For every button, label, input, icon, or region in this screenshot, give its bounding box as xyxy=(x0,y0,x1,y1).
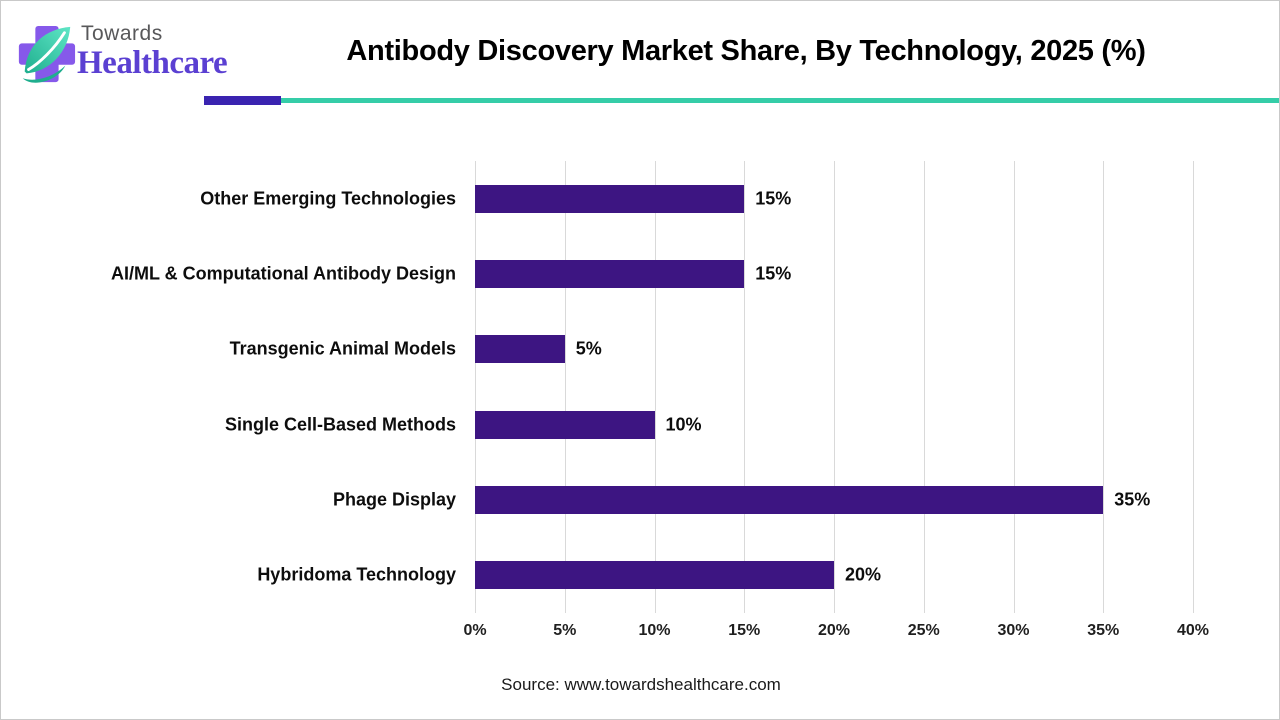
value-label: 5% xyxy=(575,338,602,359)
bar xyxy=(475,410,655,439)
value-label: 35% xyxy=(1114,489,1151,510)
category-label: Other Emerging Technologies xyxy=(200,188,456,209)
gridline xyxy=(744,161,746,613)
bar xyxy=(475,486,1104,514)
x-axis-tick: 25% xyxy=(907,622,940,639)
gridline xyxy=(834,161,835,613)
page-title: Antibody Discovery Market Share, By Tech… xyxy=(346,35,1146,67)
x-axis-tick: 35% xyxy=(1087,622,1120,639)
value-label: 10% xyxy=(665,414,702,435)
bar xyxy=(475,561,834,590)
x-axis-tick: 15% xyxy=(728,622,761,639)
category-label: AI/ML & Computational Antibody Design xyxy=(111,263,456,284)
gridline xyxy=(1103,161,1105,613)
x-axis-tick: 30% xyxy=(997,622,1030,639)
category-label: Transgenic Animal Models xyxy=(229,338,456,359)
value-label: 20% xyxy=(845,564,882,585)
value-label: 15% xyxy=(755,263,792,284)
medical-cross-leaf-icon xyxy=(18,25,76,83)
divider-accent-bar xyxy=(204,96,281,105)
gridline xyxy=(923,161,925,613)
logo-text-healthcare: Healthcare xyxy=(77,45,228,81)
gridline xyxy=(654,161,656,613)
x-axis-tick: 20% xyxy=(817,622,851,639)
category-label: Phage Display xyxy=(332,489,456,510)
x-axis-tick: 0% xyxy=(463,622,487,639)
x-axis-tick: 10% xyxy=(638,622,671,639)
bar xyxy=(475,335,565,364)
value-label: 15% xyxy=(755,188,792,209)
x-axis-tick: 40% xyxy=(1176,622,1210,639)
logo-text-towards: Towards xyxy=(81,22,163,45)
category-label: Hybridoma Technology xyxy=(257,564,456,585)
source-text: Source: www.towardshealthcare.com xyxy=(501,675,781,694)
category-label: Single Cell-Based Methods xyxy=(224,414,456,435)
gridline xyxy=(1193,161,1194,613)
gridline xyxy=(475,161,476,613)
towards-healthcare-logo: Towards Healthcare xyxy=(13,13,243,91)
bar xyxy=(475,184,745,213)
divider-line xyxy=(281,98,1279,103)
gridline xyxy=(564,161,566,613)
x-axis-tick: 5% xyxy=(553,622,577,639)
gridline xyxy=(1013,161,1015,613)
bar xyxy=(475,260,745,288)
